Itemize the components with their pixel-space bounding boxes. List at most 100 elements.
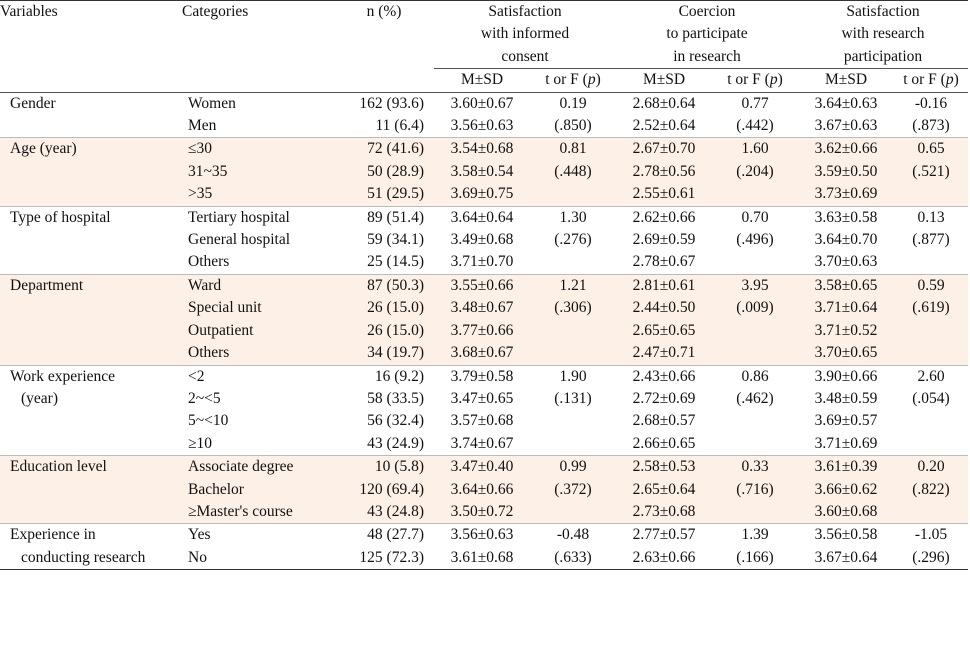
coercion-msd-cell: 2.81±0.61 2.44±0.50 2.65±0.65 2.47±0.71: [616, 274, 712, 366]
cell-line: 3.79±0.58: [450, 367, 514, 385]
consent-msd-cell: 3.64±0.64 3.49±0.68 3.71±0.70: [434, 206, 530, 275]
cell-line: Yes: [188, 526, 211, 544]
cell-line: Others: [188, 253, 230, 271]
cell-line: 2~<5: [188, 389, 221, 407]
cell-line: 0.33: [741, 458, 769, 476]
cell-line: -0.48: [556, 526, 590, 544]
cell-line: 2.65±0.64: [632, 480, 696, 498]
cell-line: Type of hospital: [10, 208, 111, 226]
cell-line: 0.70: [741, 208, 769, 226]
subheader-t-or-f: t or F (p): [530, 68, 616, 93]
cell-line: 3.50±0.72: [450, 502, 514, 520]
header-group-line: with research: [841, 25, 925, 43]
cell-line: (.372): [554, 480, 592, 498]
subheader-msd: M±SD: [616, 68, 712, 93]
cell-line: Department: [10, 276, 84, 294]
header-group-informed-consent: Satisfaction with informed consent: [434, 0, 616, 70]
category-cell: Associate degree Bachelor ≥Master's course: [182, 455, 334, 525]
cell-line: 3.56±0.63: [450, 526, 514, 544]
cell-line: 162 (93.6): [359, 94, 424, 112]
cell-line: (.009): [736, 299, 774, 317]
cell-line: 3.90±0.66: [814, 367, 878, 385]
category-cell: Women Men: [182, 92, 334, 139]
cell-line: 3.48±0.67: [450, 299, 514, 317]
cell-line: 25 (14.5): [367, 253, 424, 271]
n-cell: 162 (93.6) 11 (6.4): [334, 92, 434, 139]
consent-msd-cell: 3.54±0.68 3.58±0.54 3.69±0.75: [434, 137, 530, 207]
subheader-p-italic: p: [587, 71, 596, 89]
variable-cell: Department: [0, 274, 182, 366]
header-group-line: Satisfaction: [846, 3, 920, 20]
table-row: Work experience (year) <2 2~<5 5~<10 ≥10 16 (9…: [0, 365, 968, 457]
participation-tf-cell: 0.65 (.521): [894, 137, 968, 207]
cell-line: 1.39: [741, 526, 769, 544]
cell-line: 3.64±0.63: [814, 94, 878, 112]
cell-line: 3.47±0.40: [450, 458, 514, 476]
n-cell: 72 (41.6) 50 (28.9) 51 (29.5): [334, 137, 434, 207]
cell-line: 2.66±0.65: [632, 434, 696, 452]
cell-line: 3.69±0.57: [814, 412, 878, 430]
subheader-t-or-f-prefix: t or F (: [727, 71, 770, 89]
coercion-msd-cell: 2.58±0.53 2.65±0.64 2.73±0.68: [616, 455, 712, 525]
coercion-msd-cell: 2.67±0.70 2.78±0.56 2.55±0.61: [616, 137, 712, 207]
subheader-t-or-f-suffix: ): [595, 71, 601, 89]
coercion-msd-cell: 2.43±0.66 2.72±0.69 2.68±0.57 2.66±0.65: [616, 365, 712, 457]
cell-line: Women: [188, 94, 236, 112]
consent-msd-cell: 3.60±0.67 3.56±0.63: [434, 92, 530, 139]
cell-line: (.633): [554, 548, 592, 566]
subheader-t-or-f: t or F (p): [894, 68, 968, 93]
cell-line: Experience in: [10, 526, 96, 544]
cell-line: ≥10: [188, 434, 213, 452]
cell-line: (year): [21, 389, 58, 407]
header-group-research-participation: Satisfaction with research participation: [798, 0, 968, 70]
cell-line: 3.62±0.66: [814, 140, 878, 158]
cell-line: 0.20: [917, 458, 945, 476]
cell-line: (.204): [736, 162, 774, 180]
cell-line: (.054): [912, 389, 950, 407]
cell-line: 2.60: [917, 367, 945, 385]
consent-tf-cell: 0.19 (.850): [530, 92, 616, 139]
cell-line: Outpatient: [188, 321, 254, 339]
subheader-t-or-f-prefix: t or F (: [545, 71, 588, 89]
cell-line: 3.77±0.66: [450, 321, 514, 339]
cell-line: Education level: [10, 458, 107, 476]
cell-line: 2.44±0.50: [632, 299, 696, 317]
consent-msd-cell: 3.79±0.58 3.47±0.65 3.57±0.68 3.74±0.67: [434, 365, 530, 457]
cell-line: 43 (24.9): [367, 434, 424, 452]
cell-line: Gender: [10, 94, 56, 112]
cell-line: 10 (5.8): [374, 458, 424, 476]
cell-line: (.166): [736, 548, 774, 566]
cell-line: 3.70±0.65: [814, 344, 878, 362]
cell-line: Bachelor: [188, 480, 244, 498]
cell-line: 0.19: [559, 94, 587, 112]
table-row: Gender Women Men 162 (93.6) 11 (6.4) 3.60±0.6…: [0, 92, 968, 139]
cell-line: 0.59: [917, 276, 945, 294]
cell-line: Work experience: [10, 367, 116, 385]
variable-cell: Gender: [0, 92, 182, 139]
cell-line: 2.68±0.57: [632, 412, 696, 430]
cell-line: Special unit: [188, 299, 262, 317]
header-variables: Variables: [0, 0, 182, 93]
cell-line: 72 (41.6): [367, 140, 424, 158]
category-cell: Ward Special unit Outpatient Others: [182, 274, 334, 366]
cell-line: (.822): [912, 480, 950, 498]
coercion-tf-cell: 0.33 (.716): [712, 455, 798, 525]
cell-line: ≤30: [188, 140, 213, 158]
header-categories: Categories: [182, 0, 334, 93]
cell-line: 0.99: [559, 458, 587, 476]
cell-line: 56 (32.4): [367, 412, 424, 430]
category-cell: Yes No: [182, 523, 334, 571]
participation-tf-cell: 0.59 (.619): [894, 274, 968, 366]
cell-line: 16 (9.2): [374, 367, 424, 385]
header-group-line: participation: [843, 47, 923, 65]
cell-line: 3.55±0.66: [450, 276, 514, 294]
cell-line: (.276): [554, 231, 592, 249]
cell-line: (.877): [912, 231, 950, 249]
coercion-tf-cell: 1.60 (.204): [712, 137, 798, 207]
cell-line: 2.72±0.69: [632, 389, 696, 407]
cell-line: 2.55±0.61: [632, 185, 696, 203]
stats-table: Variables Categories n (%) Satisfaction …: [0, 0, 968, 571]
cell-line: 0.65: [917, 140, 945, 158]
consent-tf-cell: -0.48 (.633): [530, 523, 616, 571]
cell-line: 2.78±0.67: [632, 253, 696, 271]
